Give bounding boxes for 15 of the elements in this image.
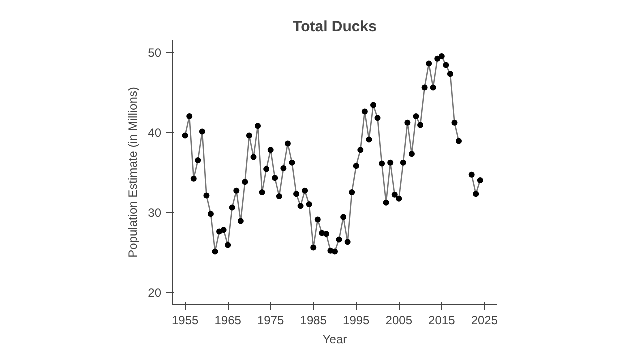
chart-title: Total Ducks xyxy=(293,18,377,36)
y-tick-label: 30 xyxy=(148,206,162,220)
x-tick-label: 1955 xyxy=(172,314,200,328)
x-tick-label: 1965 xyxy=(214,314,242,328)
x-tick-label: 2015 xyxy=(428,314,456,328)
x-tick-label: 1995 xyxy=(343,314,370,328)
x-axis-title: Year xyxy=(322,332,348,346)
x-tick-label: 1975 xyxy=(258,314,285,328)
y-axis-title: Population Estimate (in Millions) xyxy=(126,87,140,258)
y-tick-label: 50 xyxy=(148,46,162,60)
x-tick-label: 2005 xyxy=(386,314,413,328)
x-tick-label: 1985 xyxy=(300,314,328,328)
x-tick-label: 2025 xyxy=(471,314,498,328)
y-tick-label: 20 xyxy=(148,286,162,300)
y-tick-label: 40 xyxy=(148,126,162,140)
